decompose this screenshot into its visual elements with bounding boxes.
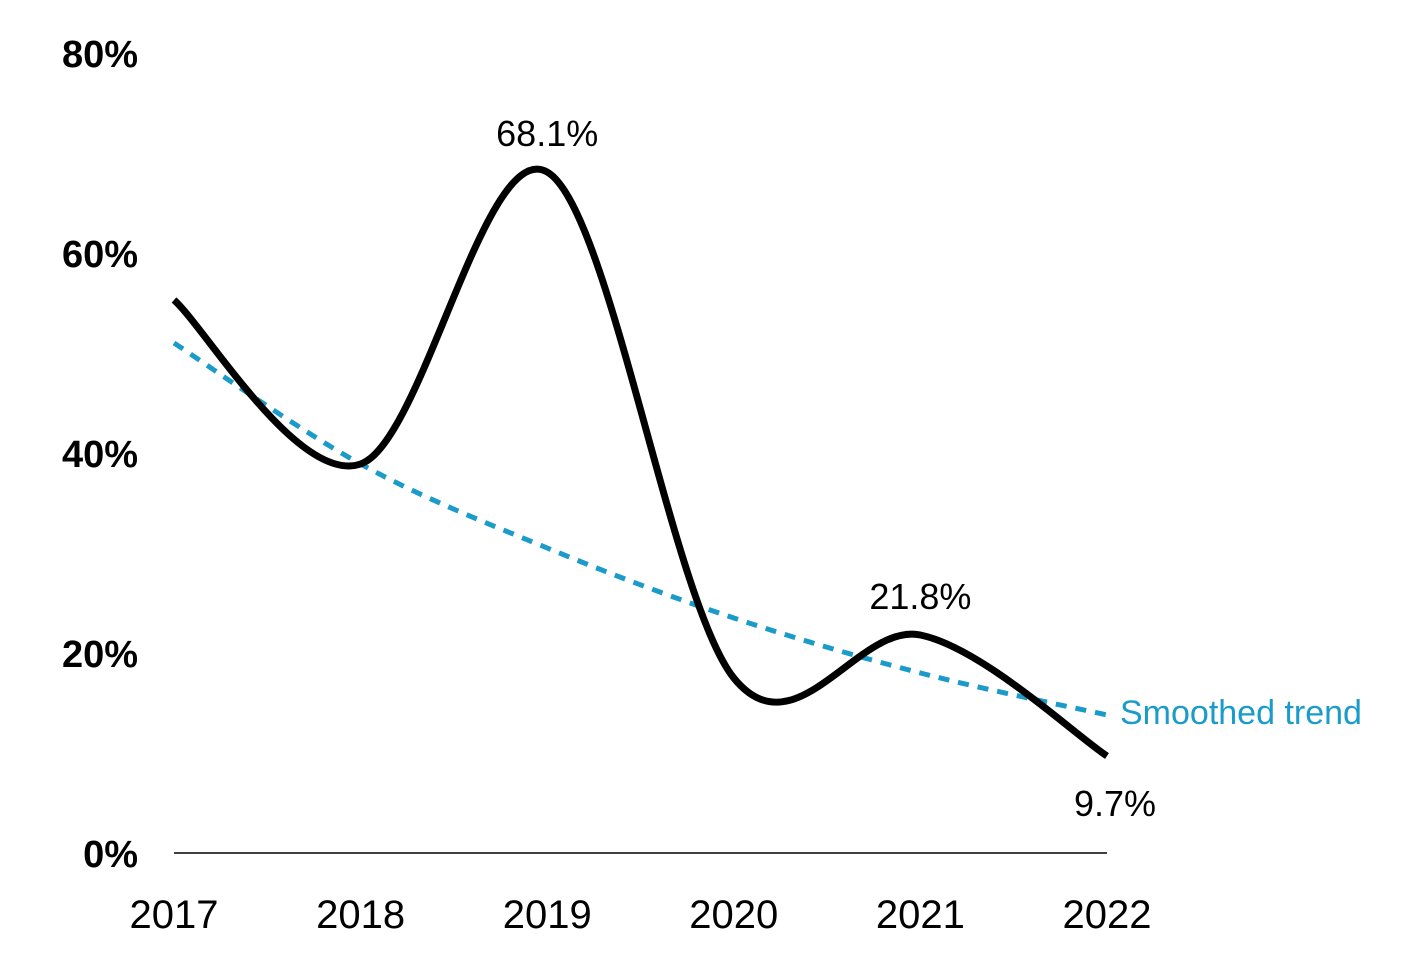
x-tick-label: 2018 [316, 893, 405, 937]
x-tick-label: 2020 [689, 893, 778, 937]
x-tick-label: 2021 [876, 893, 965, 937]
data-label: 21.8% [869, 576, 971, 617]
legend-label-smoothed-trend: Smoothed trend [1120, 694, 1362, 732]
y-tick-label: 60% [62, 234, 138, 276]
y-axis-labels: 0% 20% 40% 60% 80% [62, 34, 138, 876]
y-tick-label: 20% [62, 634, 138, 676]
data-labels: 68.1% 21.8% 9.7% [496, 113, 1156, 824]
x-axis-labels: 2017 2018 2019 2020 2021 2022 [130, 893, 1152, 937]
y-tick-label: 40% [62, 434, 138, 476]
y-tick-label: 80% [62, 34, 138, 76]
y-tick-label: 0% [83, 834, 138, 876]
data-label: 9.7% [1074, 783, 1156, 824]
main-series-line [171, 165, 1109, 759]
x-tick-label: 2019 [503, 893, 592, 937]
smoothed-trend-line [172, 340, 1108, 718]
x-tick-label: 2017 [130, 893, 219, 937]
data-label: 68.1% [496, 113, 598, 154]
x-tick-label: 2022 [1063, 893, 1152, 937]
